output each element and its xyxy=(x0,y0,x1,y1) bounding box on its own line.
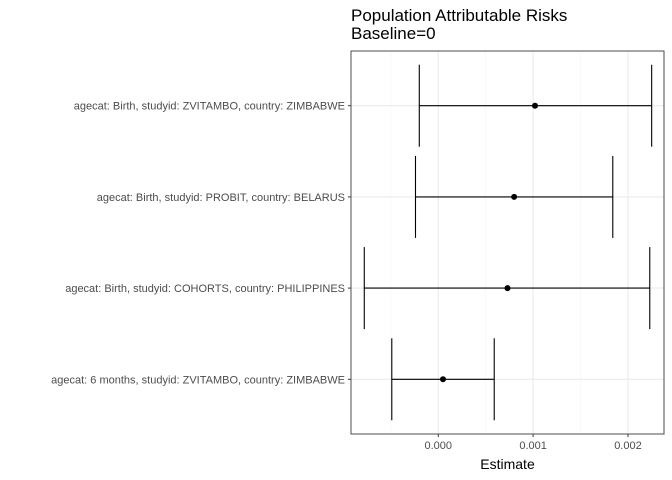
x-axis-label: Estimate xyxy=(480,456,535,472)
y-axis: agecat: Birth, studyid: ZVITAMBO, countr… xyxy=(51,101,351,386)
chart-subtitle: Baseline=0 xyxy=(351,24,436,43)
chart-title: Population Attributable Risks xyxy=(351,6,567,25)
estimate-point xyxy=(440,376,447,383)
y-tick-label: agecat: Birth, studyid: PROBIT, country:… xyxy=(97,192,345,204)
y-tick-label: agecat: Birth, studyid: ZVITAMBO, countr… xyxy=(74,101,345,113)
x-tick-label: 0.002 xyxy=(614,440,642,452)
y-tick-label: agecat: Birth, studyid: COHORTS, country… xyxy=(65,283,345,295)
marks-layer xyxy=(363,64,653,421)
plot-panel xyxy=(350,50,665,435)
estimate-point xyxy=(532,102,539,109)
x-tick-label: 0.001 xyxy=(519,440,547,452)
estimate-point xyxy=(504,285,511,292)
y-tick-label: agecat: 6 months, studyid: ZVITAMBO, cou… xyxy=(51,374,345,386)
estimate-point xyxy=(511,193,518,200)
x-tick-label: 0.000 xyxy=(424,440,452,452)
x-axis: 0.000 0.001 0.002 xyxy=(424,434,642,452)
grid-layer xyxy=(351,51,664,434)
